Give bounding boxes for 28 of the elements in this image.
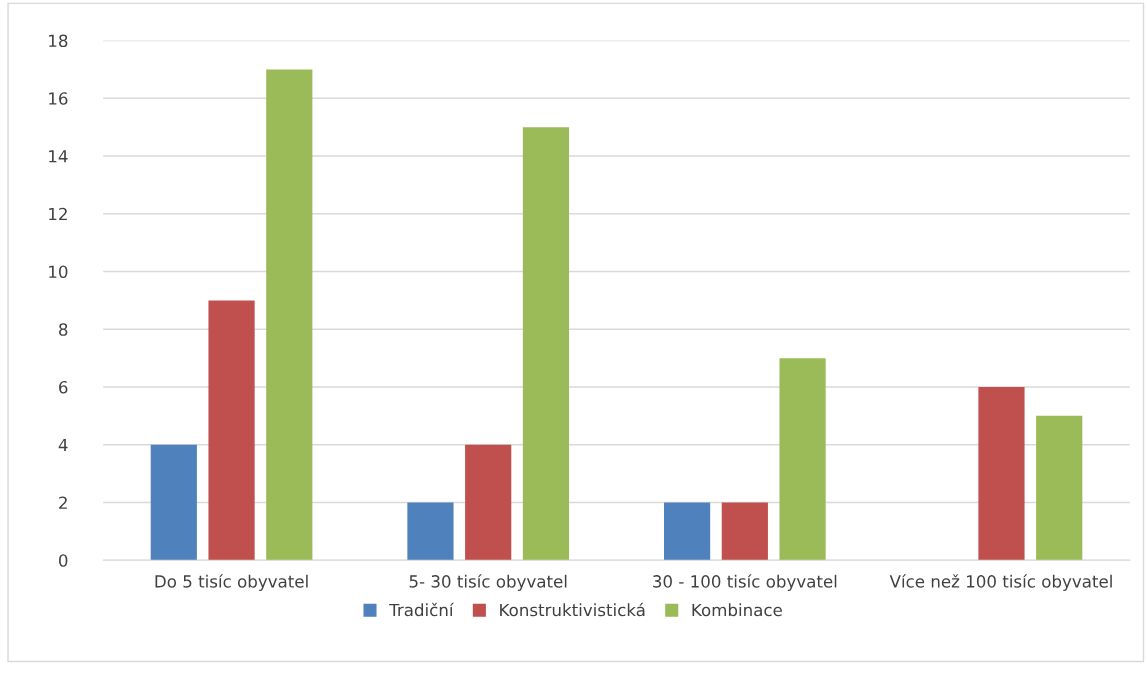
y-tick-label: 18 xyxy=(49,34,68,48)
y-tick-label: 8 xyxy=(59,323,68,336)
y-tick-label: 12 xyxy=(49,207,67,221)
y-tick-label: 14 xyxy=(49,150,68,163)
bar xyxy=(150,444,197,561)
bar xyxy=(266,69,313,561)
bar xyxy=(663,502,711,561)
y-tick-label: 4 xyxy=(58,438,68,452)
x-tick-label: 30 - 100 tisíc obyvatel xyxy=(653,574,837,591)
bar xyxy=(978,387,1025,561)
legend-label: Tradiční xyxy=(389,602,454,617)
y-tick-label: 2 xyxy=(59,496,67,509)
legend-label: Kombinace xyxy=(692,603,782,617)
y-tick-label: 10 xyxy=(49,265,68,279)
bar xyxy=(208,300,255,561)
legend-label: Konstruktivistická xyxy=(500,602,645,617)
x-tick-label: Do 5 tisíc obyvatel xyxy=(155,574,308,591)
bar xyxy=(779,358,826,561)
y-tick-label: 16 xyxy=(49,92,68,105)
x-tick-label: Více než 100 tisíc obyvatel xyxy=(889,574,1112,591)
y-tick-label: 0 xyxy=(59,554,68,567)
y-tick-label: 6 xyxy=(59,380,68,394)
bar xyxy=(407,502,454,561)
bar xyxy=(522,127,570,561)
bar xyxy=(1036,415,1083,561)
bar xyxy=(465,444,512,561)
bar xyxy=(721,502,768,561)
x-tick-label: 5- 30 tisíc obyvatel xyxy=(409,574,567,591)
